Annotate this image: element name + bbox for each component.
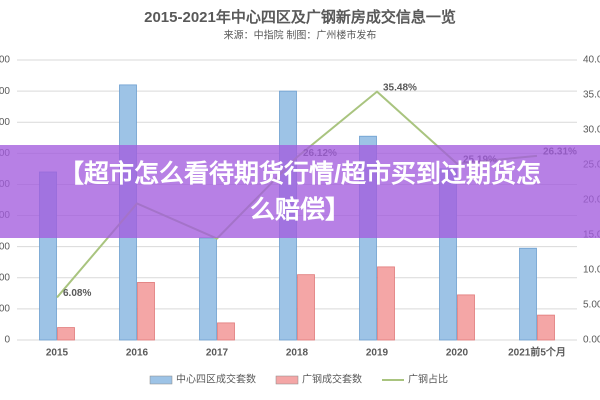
bar <box>217 322 235 341</box>
legend-swatch <box>275 375 299 385</box>
bar <box>519 247 537 341</box>
legend-label: 广钢占比 <box>408 373 448 386</box>
y2-tick-label: 30.00% <box>583 125 600 136</box>
y2-tick-label: 10.00% <box>583 265 600 276</box>
data-label: 35.48% <box>383 82 417 93</box>
bar <box>457 294 475 341</box>
bar <box>537 314 555 341</box>
y2-tick-label: 5.00% <box>583 300 600 311</box>
legend-swatch <box>149 375 173 385</box>
y2-tick-label: 35.00% <box>583 90 600 101</box>
bar <box>199 237 217 341</box>
x-tick-label: 2019 <box>366 348 389 359</box>
y-tick-label: 1000 <box>0 304 10 315</box>
chart-title: 2015-2021年中心四区及广钢新房成交信息一览 <box>144 8 456 26</box>
y-tick-label: 7000 <box>0 117 10 128</box>
y-tick-label: 3000 <box>0 241 10 252</box>
x-tick-label: 2015 <box>46 348 69 359</box>
data-label: 6.08% <box>63 288 91 299</box>
bar <box>377 266 395 341</box>
x-tick-label: 2016 <box>126 348 149 359</box>
x-tick-label: 2018 <box>286 348 309 359</box>
y-tick-label: 8000 <box>0 86 10 97</box>
y-tick-label: 9000 <box>0 55 10 66</box>
chart-subtitle: 来源：中指院 制图：广州楼市发布 <box>224 29 377 42</box>
y2-tick-label: 40.00% <box>583 55 600 66</box>
x-tick-label: 2021前5个月 <box>508 346 566 359</box>
y2-tick-label: 0.00% <box>583 335 600 346</box>
x-tick-label: 2020 <box>446 348 469 359</box>
bar <box>137 282 155 341</box>
bar <box>57 327 75 341</box>
banner: 【超市怎么看待期货行情/超市买到过期货怎么赔偿】 <box>0 145 600 238</box>
legend-label: 广钢成交套数 <box>302 373 362 386</box>
y-tick-label: 0 <box>4 335 10 346</box>
legend-label: 中心四区成交套数 <box>176 373 256 386</box>
bar <box>297 274 315 341</box>
x-tick-label: 2017 <box>206 348 229 359</box>
y-tick-label: 2000 <box>0 272 10 283</box>
